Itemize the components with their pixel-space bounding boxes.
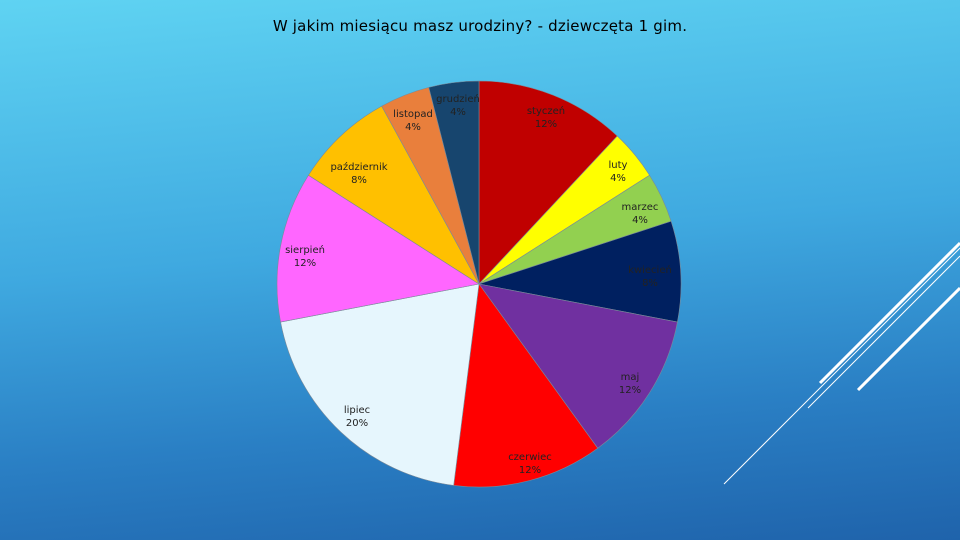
data-label-category: grudzień bbox=[436, 93, 480, 105]
data-label-percent: 12% bbox=[519, 465, 541, 476]
data-label-percent: 4% bbox=[632, 215, 648, 226]
pie-slice-10 bbox=[428, 80, 480, 285]
data-label-5: czerwiec 12% bbox=[508, 452, 552, 476]
data-label-percent: 20% bbox=[346, 418, 368, 429]
data-label-percent: 12% bbox=[619, 385, 641, 396]
pie-labels: styczeń 12% luty 4% marzec 4% kwiecień 8% maj 12%… bbox=[285, 93, 672, 476]
data-label-4: maj 12% bbox=[619, 372, 641, 396]
data-label-8: październik 8% bbox=[330, 161, 387, 186]
data-label-percent: 8% bbox=[351, 175, 367, 186]
data-label-9: listopad 4% bbox=[393, 109, 433, 133]
data-label-2: marzec 4% bbox=[622, 202, 659, 226]
data-label-6: lipiec 20% bbox=[344, 405, 370, 429]
data-label-percent: 4% bbox=[405, 122, 421, 133]
data-label-category: lipiec bbox=[344, 405, 370, 416]
pie-slice-3 bbox=[478, 220, 682, 323]
chart-title: W jakim miesiącu masz urodziny? - dziewc… bbox=[272, 17, 688, 35]
decorative-lines bbox=[723, 241, 960, 485]
data-label-category: marzec bbox=[622, 202, 659, 213]
data-label-category: sierpień bbox=[285, 244, 325, 256]
data-label-0: styczeń 12% bbox=[527, 105, 565, 130]
data-label-category: listopad bbox=[393, 109, 433, 120]
pie-slice-4 bbox=[478, 283, 678, 449]
deco-line bbox=[856, 286, 960, 392]
data-label-category: maj bbox=[621, 372, 640, 383]
data-label-category: październik bbox=[330, 161, 387, 173]
data-label-category: czerwiec bbox=[508, 452, 552, 463]
pie-slice-7 bbox=[276, 174, 480, 323]
pie-slice-8 bbox=[308, 105, 480, 285]
deco-line bbox=[723, 247, 960, 485]
deco-line bbox=[807, 255, 960, 409]
data-label-category: kwiecień bbox=[628, 264, 672, 276]
data-label-percent: 4% bbox=[450, 107, 466, 118]
data-label-10: grudzień 4% bbox=[436, 93, 480, 118]
data-label-category: styczeń bbox=[527, 105, 565, 117]
pie-slices bbox=[276, 80, 682, 488]
data-label-3: kwiecień 8% bbox=[628, 264, 672, 289]
pie-slice-6 bbox=[280, 283, 480, 486]
data-label-percent: 12% bbox=[294, 258, 316, 269]
data-label-percent: 12% bbox=[535, 119, 557, 130]
data-label-category: luty bbox=[609, 160, 628, 171]
deco-line bbox=[818, 241, 960, 385]
pie-slice-5 bbox=[453, 283, 599, 488]
data-label-percent: 4% bbox=[610, 173, 626, 184]
data-label-1: luty 4% bbox=[609, 160, 628, 184]
pie-slice-0 bbox=[478, 80, 618, 285]
data-label-7: sierpień 12% bbox=[285, 244, 325, 269]
data-label-percent: 8% bbox=[642, 278, 658, 289]
